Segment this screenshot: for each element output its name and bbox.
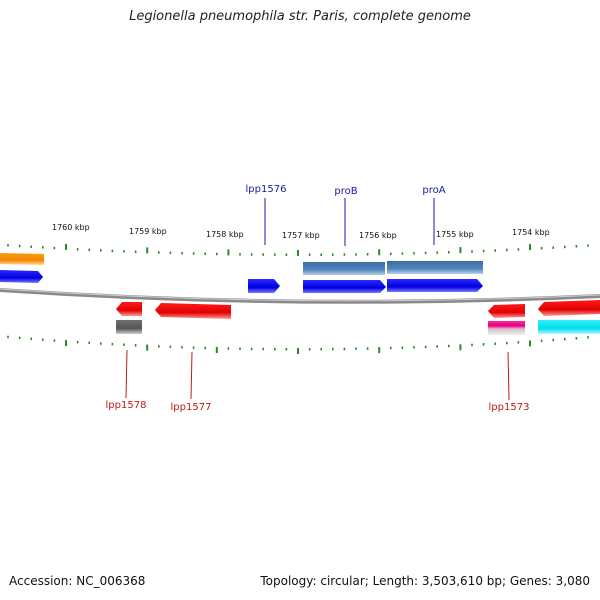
gene-ltgray-reverse[interactable] bbox=[488, 329, 525, 335]
leader-lpp1573 bbox=[507, 351, 510, 401]
gene-cyan-reverse[interactable] bbox=[538, 320, 600, 334]
genome-backbone-highlight bbox=[0, 288, 600, 302]
gene-label-proB[interactable]: proB bbox=[334, 186, 357, 197]
gene-lpp1573[interactable] bbox=[488, 304, 525, 318]
gene-gray-reverse[interactable] bbox=[116, 320, 142, 334]
gene-label-lpp1573[interactable]: lpp1573 bbox=[489, 402, 530, 413]
gene-label-lpp1577[interactable]: lpp1577 bbox=[171, 402, 212, 413]
gene-lpp1576[interactable] bbox=[248, 279, 280, 293]
map-title: Legionella pneumophila str. Paris, compl… bbox=[129, 9, 471, 24]
gene-proB[interactable] bbox=[303, 280, 386, 293]
kbp-label-1754: 1754 kbp bbox=[512, 228, 550, 237]
kbp-label-1759: 1759 kbp bbox=[129, 227, 167, 236]
genome-backbone bbox=[0, 288, 600, 304]
reverse-scale-ticks bbox=[7, 335, 589, 354]
gene-proA[interactable] bbox=[387, 279, 483, 292]
gene-orange-forward[interactable] bbox=[0, 253, 44, 265]
kbp-label-1758: 1758 kbp bbox=[206, 230, 244, 239]
gene-lpp1578[interactable] bbox=[116, 302, 142, 316]
leader-lpp1577 bbox=[190, 351, 193, 400]
kbp-label-1755: 1755 kbp bbox=[436, 230, 474, 239]
gene-label-proA[interactable]: proA bbox=[422, 185, 445, 196]
kbp-label-1756: 1756 kbp bbox=[359, 231, 397, 240]
kbp-label-1757: 1757 kbp bbox=[282, 231, 320, 240]
gene-label-lpp1578[interactable]: lpp1578 bbox=[106, 400, 147, 411]
gene-proB-feature[interactable] bbox=[303, 262, 385, 275]
gene-blue-forward-left[interactable] bbox=[0, 270, 43, 283]
gene-lpp1577[interactable] bbox=[155, 303, 231, 319]
forward-scale-ticks bbox=[7, 243, 589, 256]
gene-label-lpp1576[interactable]: lpp1576 bbox=[246, 184, 287, 195]
accession-text: Accession: NC_006368 bbox=[9, 574, 146, 588]
genome-stats-text: Topology: circular; Length: 3,503,610 bp… bbox=[260, 574, 590, 588]
gene-proA-feature[interactable] bbox=[387, 261, 483, 274]
gene-magenta-reverse[interactable] bbox=[488, 321, 525, 329]
gene-red-reverse-right[interactable] bbox=[538, 300, 600, 316]
leader-lpp1578 bbox=[125, 349, 128, 399]
kbp-label-1760: 1760 kbp bbox=[52, 223, 90, 232]
